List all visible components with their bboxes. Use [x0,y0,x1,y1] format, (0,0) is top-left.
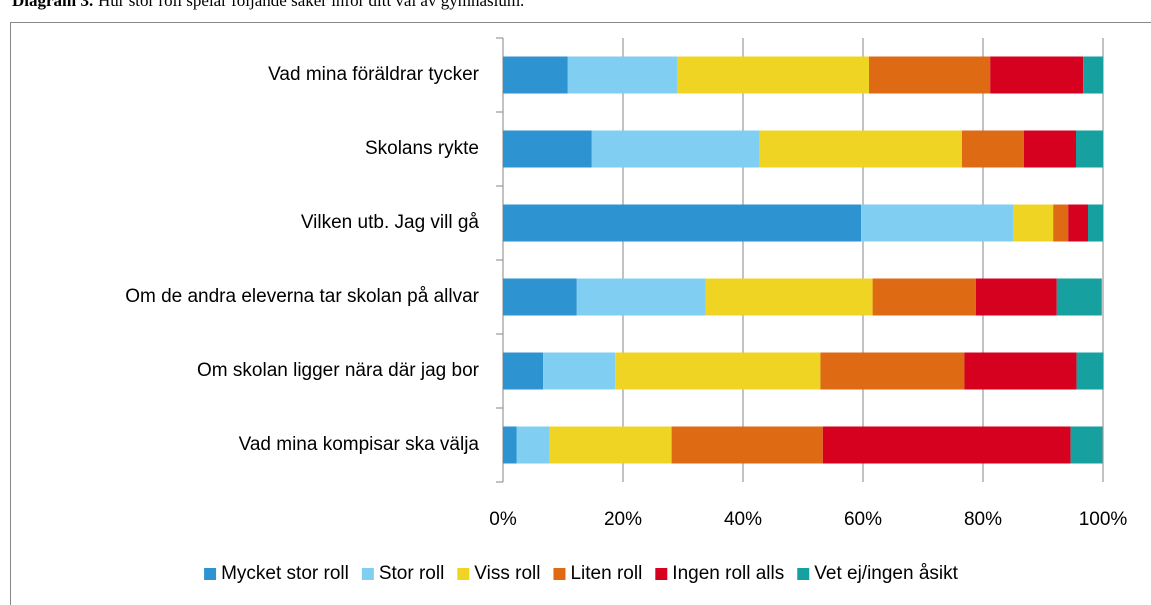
bar-segment [516,426,550,464]
bar-segment [1056,278,1102,316]
x-tick-label: 0% [489,509,517,530]
bar-segment [820,352,965,390]
bar-segment [1068,204,1088,242]
bar-segment [1083,56,1103,94]
y-tick-label: Om skolan ligger nära där jag bor [197,360,480,381]
legend-swatch [204,568,217,580]
legend-swatch [457,568,470,580]
x-tick-label: 20% [604,509,642,530]
bar-segment [872,278,976,316]
bar-segment [861,204,1013,242]
bar-segment [576,278,706,316]
bar-segment [567,56,677,94]
legend-label: Liten roll [570,563,642,584]
legend-swatch [797,568,810,580]
bar-segment [503,130,592,168]
bar-segment [1076,352,1104,390]
bar-segment [759,130,962,168]
x-tick-label: 60% [844,509,882,530]
x-tick-label: 80% [964,509,1002,530]
bar-segment [503,426,517,464]
bar-segment [503,352,544,390]
bar-segment [975,278,1057,316]
bar-segment [822,426,1071,464]
legend-label: Viss roll [474,563,540,584]
bar-segment [671,426,823,464]
bar-segment [543,352,616,390]
legend-label: Vet ej/ingen åsikt [814,563,958,584]
bar-segment [964,352,1077,390]
bar-segment [962,130,1024,168]
y-tick-label: Vad mina föräldrar tycker [268,64,480,85]
bar-segment [503,204,862,242]
legend-swatch [655,568,668,580]
y-tick-label: Vilken utb. Jag vill gå [301,212,480,233]
y-tick-label: Skolans rykte [365,138,479,159]
bar-segment [591,130,760,168]
bar-segment [1076,130,1103,168]
bar-segment [1013,204,1054,242]
bar-segment [549,426,672,464]
x-tick-label: 100% [1079,509,1128,530]
legend-label: Ingen roll alls [672,563,784,584]
bar-segment [1070,426,1103,464]
bar-segment [1088,204,1103,242]
chart-subtitle: Hur stor roll spelar följande saker infö… [98,0,524,10]
chart-title: Diagram 3. [12,0,93,10]
bar-segment [615,352,821,390]
bar-segment [705,278,873,316]
x-tick-label: 40% [724,509,762,530]
bar-segment [1053,204,1069,242]
bar-segment [677,56,869,94]
legend-swatch [553,568,566,580]
legend-label: Stor roll [379,563,444,584]
legend-swatch [361,568,374,580]
bar-segment [869,56,991,94]
bar-segment [503,56,568,94]
bar-segment [1023,130,1076,168]
legend-label: Mycket stor roll [221,563,349,584]
chart-frame [10,22,1151,605]
y-tick-label: Vad mina kompisar ska välja [239,434,480,455]
y-tick-label: Om de andra eleverna tar skolan på allva… [125,286,479,307]
bar-segment [990,56,1084,94]
legend: Mycket stor roll Stor roll Viss roll Liten … [204,563,959,584]
bar-segment [503,278,577,316]
